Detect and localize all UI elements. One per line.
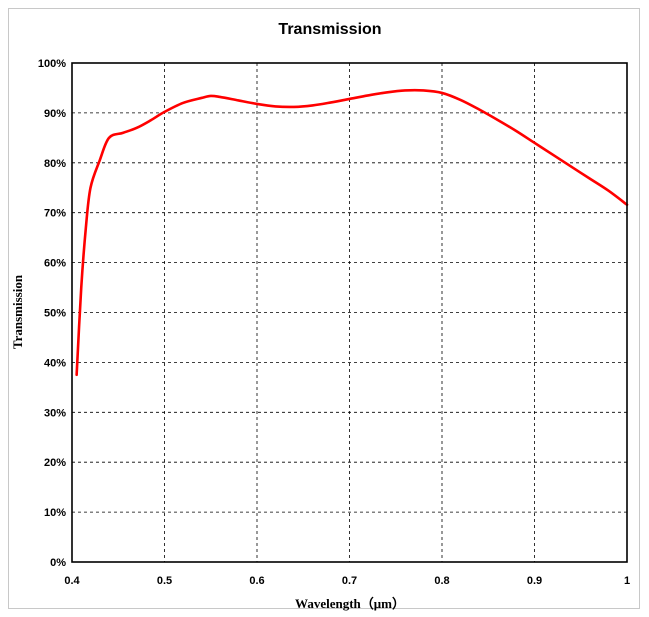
y-tick-label: 30%: [44, 407, 66, 419]
x-tick-label: 0.8: [434, 575, 449, 587]
y-tick-label: 80%: [44, 158, 66, 170]
tick-labels: 0.4 0.5 0.6 0.7 0.8 0.9 10%10%20%30%40%50%60%7…: [38, 58, 630, 587]
y-tick-label: 0%: [50, 557, 66, 569]
y-tick-label: 50%: [44, 308, 66, 320]
x-axis-label: Wavelength（μm）: [295, 596, 405, 611]
y-tick-label: 70%: [44, 208, 66, 220]
grid-lines: [72, 63, 627, 562]
x-tick-label: 0.4: [64, 575, 80, 587]
x-tick-label: 0.6: [249, 575, 264, 587]
transmission-series-line: [75, 88, 629, 377]
x-tick-label: 1: [624, 575, 630, 587]
y-tick-label: 10%: [44, 507, 66, 519]
y-axis-label: Transmission: [10, 274, 25, 349]
y-tick-label: 60%: [44, 258, 66, 270]
y-tick-label: 90%: [44, 108, 66, 120]
y-tick-label: 20%: [44, 457, 66, 469]
chart-title: Transmission: [278, 21, 381, 38]
x-tick-label: 0.5: [157, 575, 172, 587]
y-tick-label: 40%: [44, 357, 66, 369]
y-tick-label: 100%: [38, 58, 66, 70]
x-tick-label: 0.7: [342, 575, 357, 587]
x-tick-label: 0.9: [527, 575, 542, 587]
plot-area-border: [71, 62, 628, 563]
